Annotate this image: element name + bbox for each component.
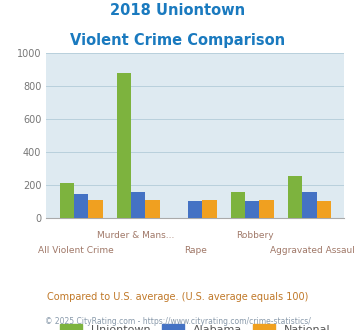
Text: Aggravated Assault: Aggravated Assault: [270, 246, 355, 255]
Text: © 2025 CityRating.com - https://www.cityrating.com/crime-statistics/: © 2025 CityRating.com - https://www.city…: [45, 317, 310, 326]
Bar: [302, 192, 317, 218]
Bar: [117, 73, 131, 218]
Bar: [145, 200, 160, 218]
Bar: [317, 201, 331, 218]
Text: All Violent Crime: All Violent Crime: [38, 246, 114, 255]
Bar: [231, 192, 245, 218]
Text: Compared to U.S. average. (U.S. average equals 100): Compared to U.S. average. (U.S. average …: [47, 292, 308, 302]
Text: Rape: Rape: [184, 246, 207, 255]
Bar: [188, 201, 202, 218]
Text: Murder & Mans...: Murder & Mans...: [97, 231, 174, 240]
Bar: [88, 200, 103, 218]
Text: Violent Crime Comparison: Violent Crime Comparison: [70, 33, 285, 48]
Text: 2018 Uniontown: 2018 Uniontown: [110, 3, 245, 18]
Text: Robbery: Robbery: [236, 231, 274, 240]
Bar: [288, 176, 302, 218]
Bar: [60, 183, 74, 218]
Bar: [131, 192, 145, 218]
Bar: [245, 201, 260, 218]
Legend: Uniontown, Alabama, National: Uniontown, Alabama, National: [55, 319, 335, 330]
Bar: [202, 200, 217, 218]
Bar: [260, 200, 274, 218]
Bar: [74, 194, 88, 218]
